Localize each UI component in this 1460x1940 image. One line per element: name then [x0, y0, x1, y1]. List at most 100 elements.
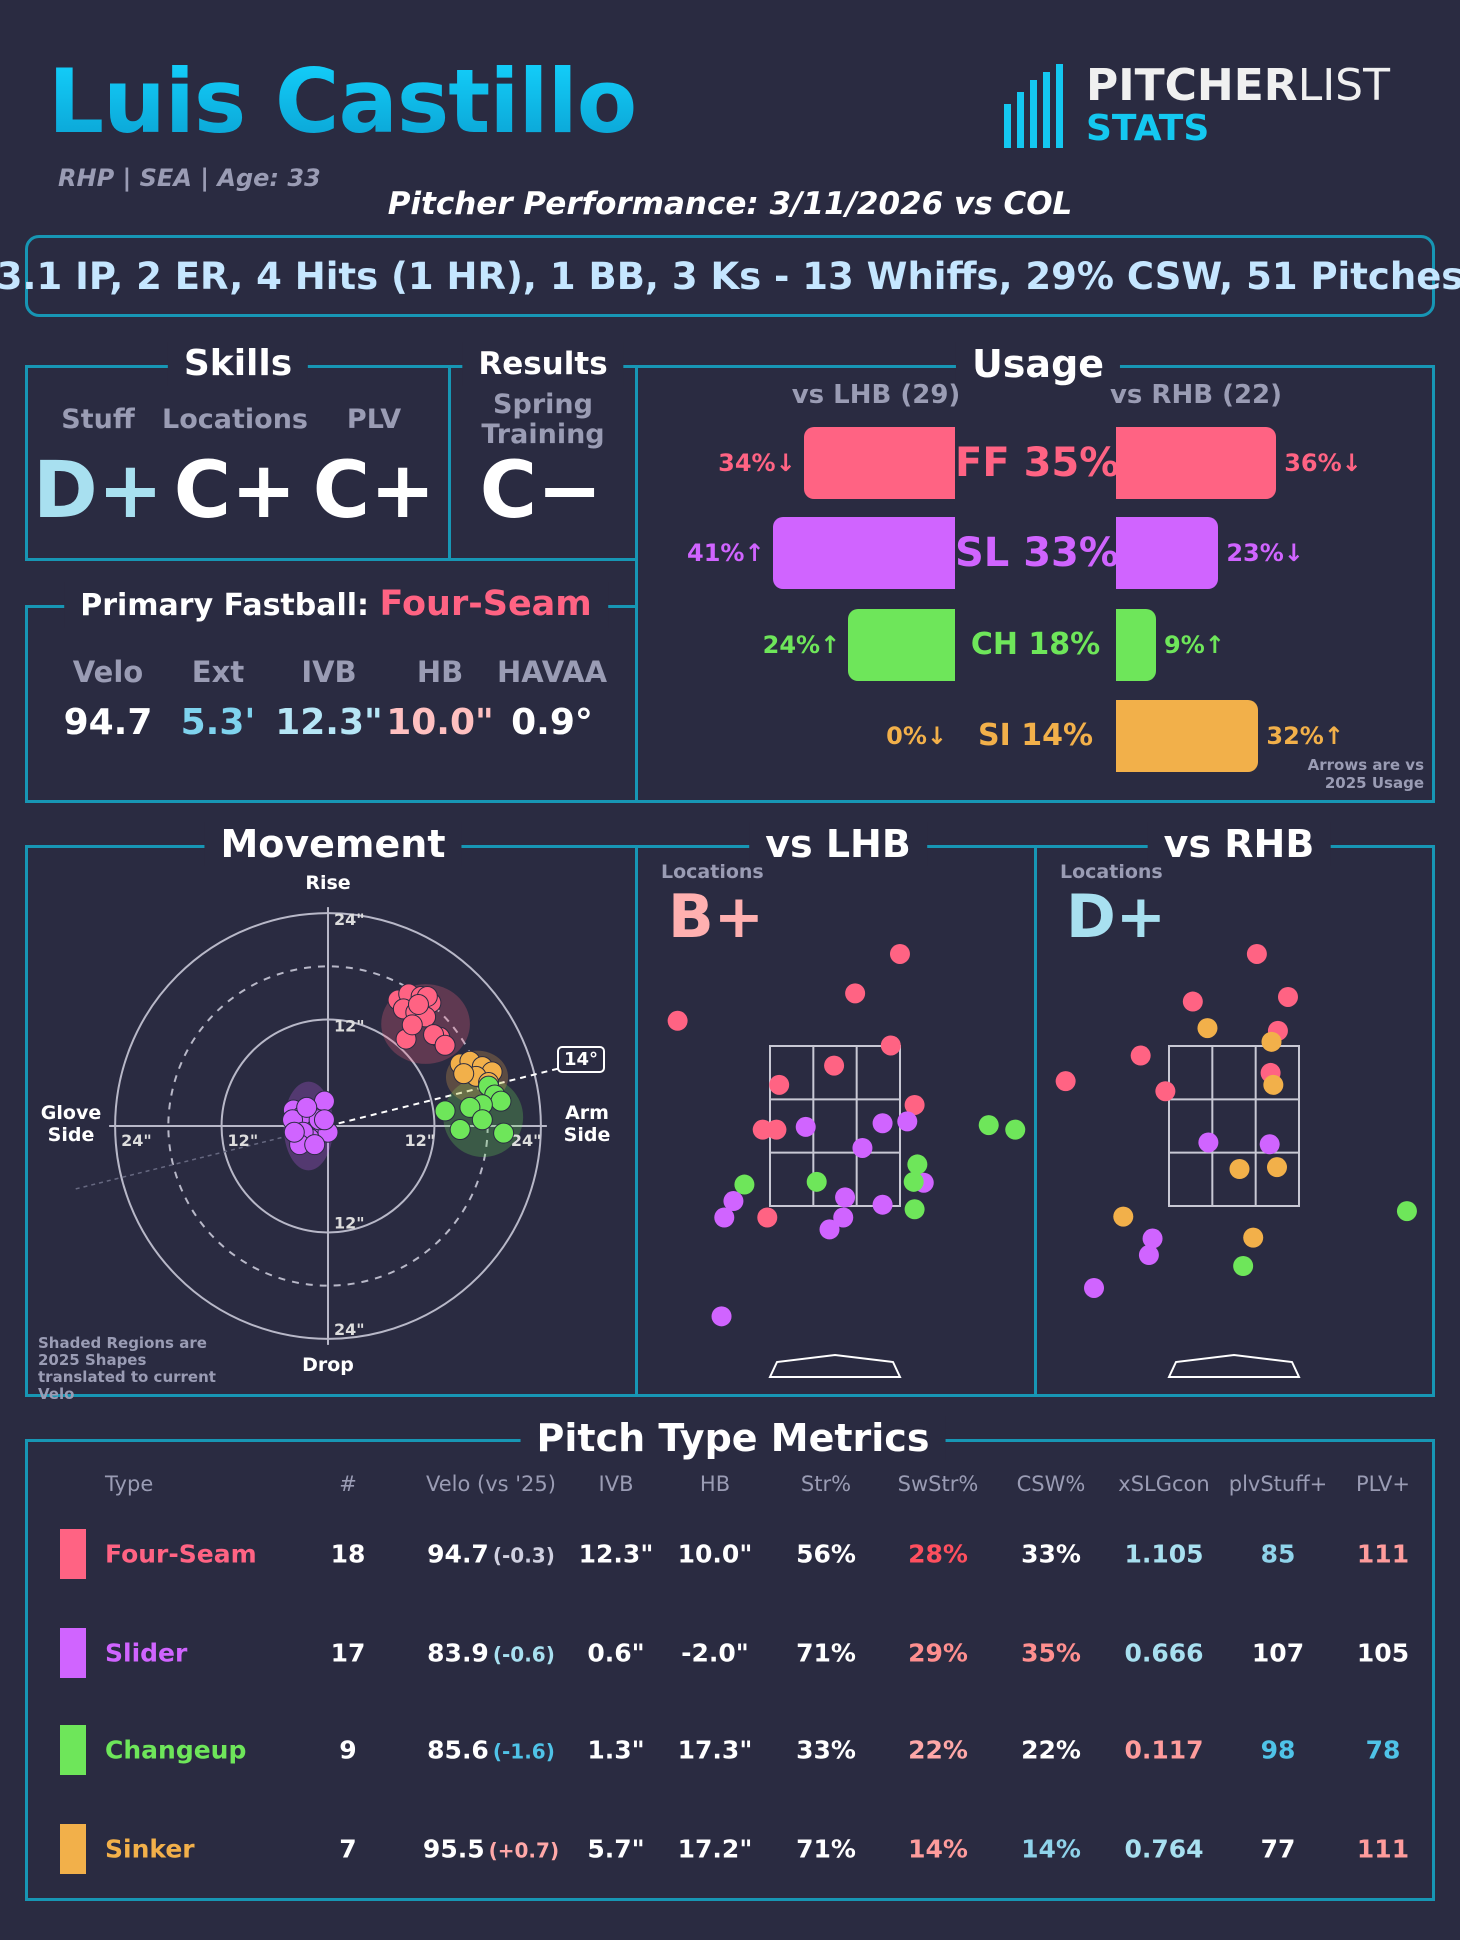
skills-panel: Skills — [25, 342, 451, 561]
usage-bar-rhb — [1116, 517, 1219, 589]
usage-pitch-label: FF 35% — [955, 440, 1120, 486]
grade-stuff: D+ — [32, 446, 164, 536]
cell-xslg: 0.117 — [1124, 1735, 1204, 1765]
usage-pitch-label: SL 33% — [955, 530, 1119, 576]
location-point-sl — [1259, 1134, 1280, 1155]
cell-stuff: 98 — [1260, 1735, 1296, 1765]
movement-point-sl — [313, 1109, 335, 1131]
ring-tick-label: 12" — [334, 1213, 365, 1232]
location-point-ff — [889, 943, 910, 964]
cell-ivb: 0.6" — [587, 1638, 645, 1668]
cell-hb: 10.0" — [677, 1539, 753, 1569]
location-point-ff — [824, 1055, 845, 1076]
velo-cell: 83.9 (-0.6) — [427, 1639, 555, 1668]
location-point-ch — [806, 1171, 827, 1192]
lhb-locations-label: Locations — [661, 861, 764, 883]
table-header: # — [339, 1472, 357, 1496]
grade-locations: C+ — [173, 446, 297, 536]
cell-str: 33% — [796, 1735, 856, 1765]
velo-value: 85.6 — [427, 1735, 489, 1765]
cell-swstr: 14% — [908, 1834, 968, 1864]
usage-pitch-label: SI 14% — [977, 718, 1094, 753]
usage-panel: Usage — [635, 342, 1435, 803]
movement-point-ff — [434, 1034, 456, 1056]
movement-point-sl — [296, 1096, 318, 1118]
table-header: Type — [105, 1472, 154, 1496]
movement-drop-label: Drop — [302, 1354, 354, 1376]
cell-swstr: 29% — [908, 1638, 968, 1668]
usage-title: Usage — [955, 342, 1121, 386]
location-point-ff — [1246, 943, 1267, 964]
velo-value: 83.9 — [427, 1638, 489, 1668]
fastball-stat-value: 0.9° — [511, 702, 593, 743]
lhb-location-chart — [667, 943, 1026, 1378]
home-plate — [768, 1353, 902, 1378]
location-point-ff — [1130, 1045, 1151, 1066]
location-point-ch — [907, 1154, 928, 1175]
location-point-ff — [766, 1119, 787, 1140]
velo-value: 94.7 — [427, 1539, 489, 1569]
location-point-sl — [872, 1194, 893, 1215]
usage-pct-lhb: 41%↑ — [687, 539, 765, 567]
location-point-ff — [845, 983, 866, 1004]
cell-n: 18 — [330, 1539, 366, 1569]
arm-angle-label: 14° — [557, 1046, 606, 1073]
grade-plv: C+ — [312, 446, 436, 536]
fastball-title-label: Primary Fastball: — [80, 588, 370, 623]
location-point-ch — [1005, 1119, 1026, 1140]
location-point-ff — [880, 1035, 901, 1056]
rhb-locations-label: Locations — [1060, 861, 1163, 883]
velo-value: 95.5 — [422, 1834, 485, 1864]
location-point-sl — [897, 1111, 918, 1132]
fastball-title: Primary Fastball: Four-Seam — [64, 582, 608, 628]
pitch-type: Slider — [105, 1638, 188, 1668]
cell-csw: 33% — [1021, 1539, 1081, 1569]
location-point-ff — [667, 1010, 688, 1031]
home-plate — [1167, 1353, 1301, 1378]
location-point-si — [1267, 1157, 1288, 1178]
location-point-ch — [734, 1174, 755, 1195]
cell-hb: 17.2" — [677, 1834, 753, 1864]
pitcher-bio: RHP | SEA | Age: 33 — [58, 164, 321, 192]
location-point-sl — [1198, 1132, 1219, 1153]
table-header: plvStuff+ — [1228, 1472, 1328, 1496]
location-point-sl — [872, 1113, 893, 1134]
skills-title: Skills — [167, 342, 309, 386]
skill-label-stuff: Stuff — [61, 404, 135, 435]
movement-chart: 12" 24" 12" 24" 24" 12" 12" 24" — [75, 907, 581, 1345]
location-point-ff — [769, 1074, 790, 1095]
movement-point-ch — [471, 1109, 493, 1131]
location-point-ch — [978, 1115, 999, 1136]
cell-csw: 14% — [1021, 1834, 1081, 1864]
table-header: Velo (vs '25) — [426, 1472, 556, 1496]
skill-label-locations: Locations — [162, 404, 308, 435]
usage-bar-lhb — [803, 427, 955, 499]
usage-bar-rhb — [1116, 427, 1277, 499]
cell-swstr: 28% — [908, 1539, 968, 1569]
logo-stats: STATS — [1086, 108, 1210, 149]
grade-results: C− — [479, 446, 603, 536]
cell-plv: 105 — [1356, 1638, 1410, 1668]
ring-tick-label: 24" — [334, 910, 365, 929]
cell-plv: 111 — [1356, 1834, 1410, 1864]
lhb-title: vs LHB — [749, 822, 927, 866]
rhb-title: vs RHB — [1147, 822, 1331, 866]
cell-hb: 17.3" — [677, 1735, 753, 1765]
usage-rhb-label: vs RHB (22) — [1109, 380, 1283, 410]
movement-rise-label: Rise — [305, 872, 351, 894]
metrics-panel: Pitch Type Metrics — [25, 1416, 1435, 1901]
cell-csw: 22% — [1021, 1735, 1081, 1765]
location-point-si — [1243, 1227, 1264, 1248]
movement-point-sl — [313, 1090, 335, 1112]
pitch-color-swatch — [60, 1628, 86, 1678]
movement-point-sl — [283, 1121, 305, 1143]
movement-panel: Movement — [25, 822, 638, 1397]
velo-diff: (-0.6) — [492, 1642, 555, 1667]
usage-bar-rhb — [1116, 700, 1259, 772]
location-point-ff — [904, 1094, 925, 1115]
table-header: HB — [699, 1472, 731, 1496]
cell-ivb: 1.3" — [587, 1735, 645, 1765]
location-point-ch — [1396, 1201, 1417, 1222]
cell-n: 9 — [339, 1735, 357, 1765]
fastball-panel: Primary Fastball: Four-Seam — [25, 582, 638, 803]
